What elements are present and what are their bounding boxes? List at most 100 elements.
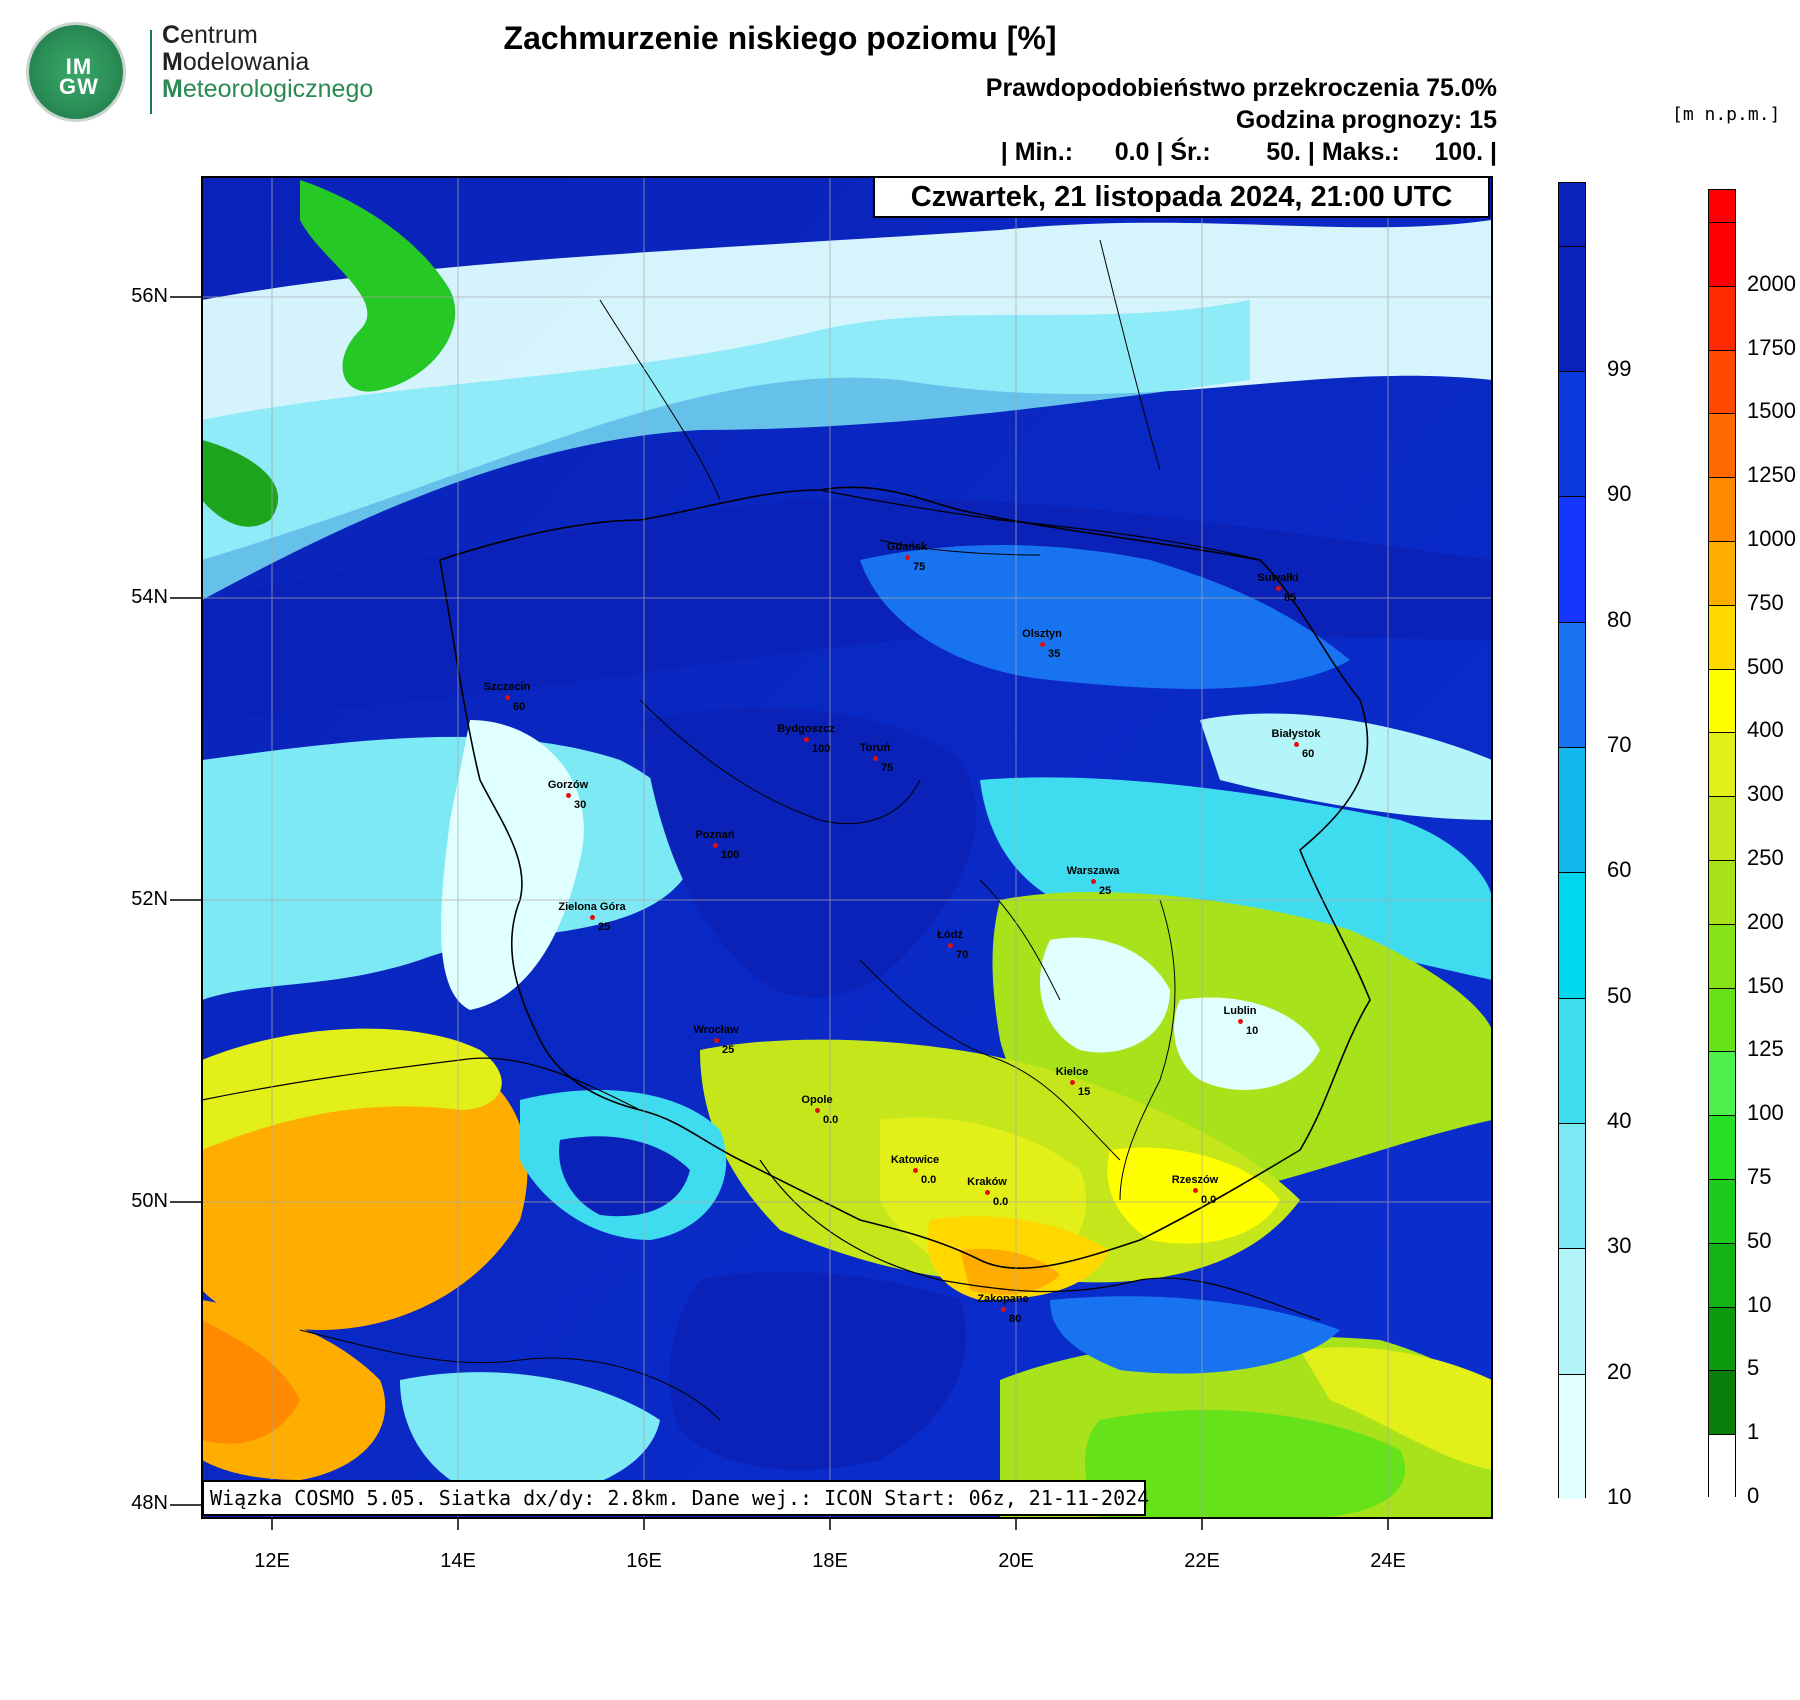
map-field <box>202 177 1492 1518</box>
colorbar-label: 99 <box>1607 356 1632 381</box>
map-title: Zachmurzenie niskiego poziomu [%] <box>503 20 1057 56</box>
colorbar-label: 10 <box>1607 1484 1632 1509</box>
city-dot <box>1276 586 1281 591</box>
axis-ticks <box>170 296 1389 1530</box>
colorbar-segment <box>1709 1306 1735 1371</box>
colorbar-segment <box>1709 190 1735 224</box>
sweden-land-patch <box>300 180 456 392</box>
imgw-logo: IM GW Centrum Modelowania Meteorologiczn… <box>12 12 382 122</box>
colorbar-segment <box>1709 796 1735 860</box>
model-info-footer: Wiązka COSMO 5.05. Siatka dx/dy: 2.8km. … <box>202 1480 1149 1516</box>
colorbar-segment <box>1559 997 1585 1123</box>
colorbar-segment <box>1709 1115 1735 1179</box>
lat-label: 50N <box>131 1190 168 1212</box>
colorbar-segment <box>1709 604 1735 669</box>
lon-label: 24E <box>1370 1550 1406 1572</box>
city-name: Lublin <box>1223 1005 1257 1017</box>
forecast-hour-text: Godzina prognozy: 15 <box>1235 106 1497 134</box>
city-name: Zakopane <box>977 1293 1029 1305</box>
city-name: Kielce <box>1055 1066 1089 1078</box>
probability-text: Prawdopodobieństwo przekroczenia 75.0% <box>985 74 1497 102</box>
colorbar-segment <box>1709 732 1735 797</box>
city-dot <box>1294 742 1299 747</box>
colorbar-label: 50 <box>1747 1227 1772 1253</box>
height-unit-label: [m n.p.m.] <box>1672 104 1781 125</box>
city-name: Wrocław <box>693 1024 739 1036</box>
city-name: Olsztyn <box>1022 628 1062 640</box>
colorbar-label: 500 <box>1747 653 1784 679</box>
colorbar-segment <box>1559 1123 1585 1249</box>
city-name: Opole <box>801 1094 833 1106</box>
city-value: 15 <box>1078 1086 1091 1098</box>
lat-label: 52N <box>131 888 168 910</box>
colorbar-label: 1000 <box>1747 525 1796 551</box>
colorbar-segment <box>1709 1370 1735 1435</box>
city-name: Rzeszów <box>1171 1174 1219 1186</box>
city-value: 0.0 <box>993 1196 1009 1208</box>
colorbar-label: 40 <box>1607 1108 1632 1133</box>
city-value: 10 <box>1246 1025 1259 1037</box>
colorbar-label: 200 <box>1747 908 1784 934</box>
colorbar-label: 400 <box>1747 717 1784 743</box>
city-dot <box>873 756 878 761</box>
city-value: 0.0 <box>1201 1194 1217 1206</box>
lon-label: 14E <box>440 1550 476 1572</box>
colorbar-label: 1250 <box>1747 462 1796 488</box>
city-value: 100 <box>812 743 831 755</box>
colorbar-segment <box>1559 496 1585 622</box>
colorbar-label: 100 <box>1747 1100 1784 1126</box>
colorbar-label: 150 <box>1747 972 1784 998</box>
colorbar-segment <box>1559 621 1585 747</box>
colorbar-segment <box>1709 349 1735 414</box>
logo-divider <box>150 30 152 114</box>
city-dot <box>905 555 910 560</box>
city-value: 75 <box>881 762 894 774</box>
colorbar-segment <box>1709 1051 1735 1116</box>
logo-line-3: Meteorologicznego <box>162 75 374 103</box>
colorbar-label: 80 <box>1607 606 1632 632</box>
colorbar-label: 60 <box>1607 857 1632 883</box>
colorbar-segment <box>1709 1434 1735 1498</box>
city-dot <box>566 793 571 798</box>
colorbar-label: 5 <box>1747 1355 1760 1381</box>
city-value: 0.0 <box>921 1174 937 1186</box>
city-value: 75 <box>913 561 926 573</box>
colorbar-label: 2000 <box>1747 270 1796 296</box>
lat-label: 48N <box>131 1492 168 1514</box>
colorbar-segment <box>1709 668 1735 733</box>
colorbar-segment <box>1559 245 1585 371</box>
colorbar-segment <box>1709 1178 1735 1243</box>
colorbar-label: 90 <box>1607 481 1632 507</box>
colorbar-label: 300 <box>1747 781 1784 807</box>
logo-emblem-text-1: IM <box>65 54 93 79</box>
colorbar-label: 75 <box>1747 1163 1772 1189</box>
city-dot <box>948 943 953 948</box>
colorbar-label: 250 <box>1747 844 1784 870</box>
city-value: 60 <box>513 701 526 713</box>
city-value: 35 <box>1048 648 1061 660</box>
colorbar-label: 1750 <box>1747 334 1796 360</box>
colorbar-segment <box>1709 221 1735 286</box>
city-value: 60 <box>1302 748 1315 760</box>
colorbar-segment <box>1709 987 1735 1052</box>
logo-line-1: Centrum <box>162 21 258 49</box>
city-value: 70 <box>956 949 969 961</box>
city-value: 0.0 <box>823 1114 839 1126</box>
colorbar-segment <box>1559 747 1585 873</box>
city-value: 80 <box>1009 1313 1022 1325</box>
height-colorbar <box>1708 189 1736 1498</box>
colorbar-label: 750 <box>1747 589 1784 615</box>
date-box: Czwartek, 21 listopada 2024, 21:00 UTC <box>873 176 1490 218</box>
city-name: Bydgoszcz <box>777 723 835 735</box>
city-name: Łódź <box>937 929 963 941</box>
city-dot <box>714 1038 719 1043</box>
imgw-emblem: IM GW <box>26 22 126 122</box>
colorbar-label: 0 <box>1747 1483 1760 1508</box>
city-dot <box>1238 1019 1243 1024</box>
city-value: 30 <box>574 799 587 811</box>
city-name: Suwałki <box>1257 572 1299 584</box>
lon-label: 18E <box>812 1550 848 1572</box>
colorbar-segment <box>1709 285 1735 350</box>
stats-text: | Min.: 0.0 | Śr.: 50. | Maks.: 100. | <box>1000 138 1497 166</box>
